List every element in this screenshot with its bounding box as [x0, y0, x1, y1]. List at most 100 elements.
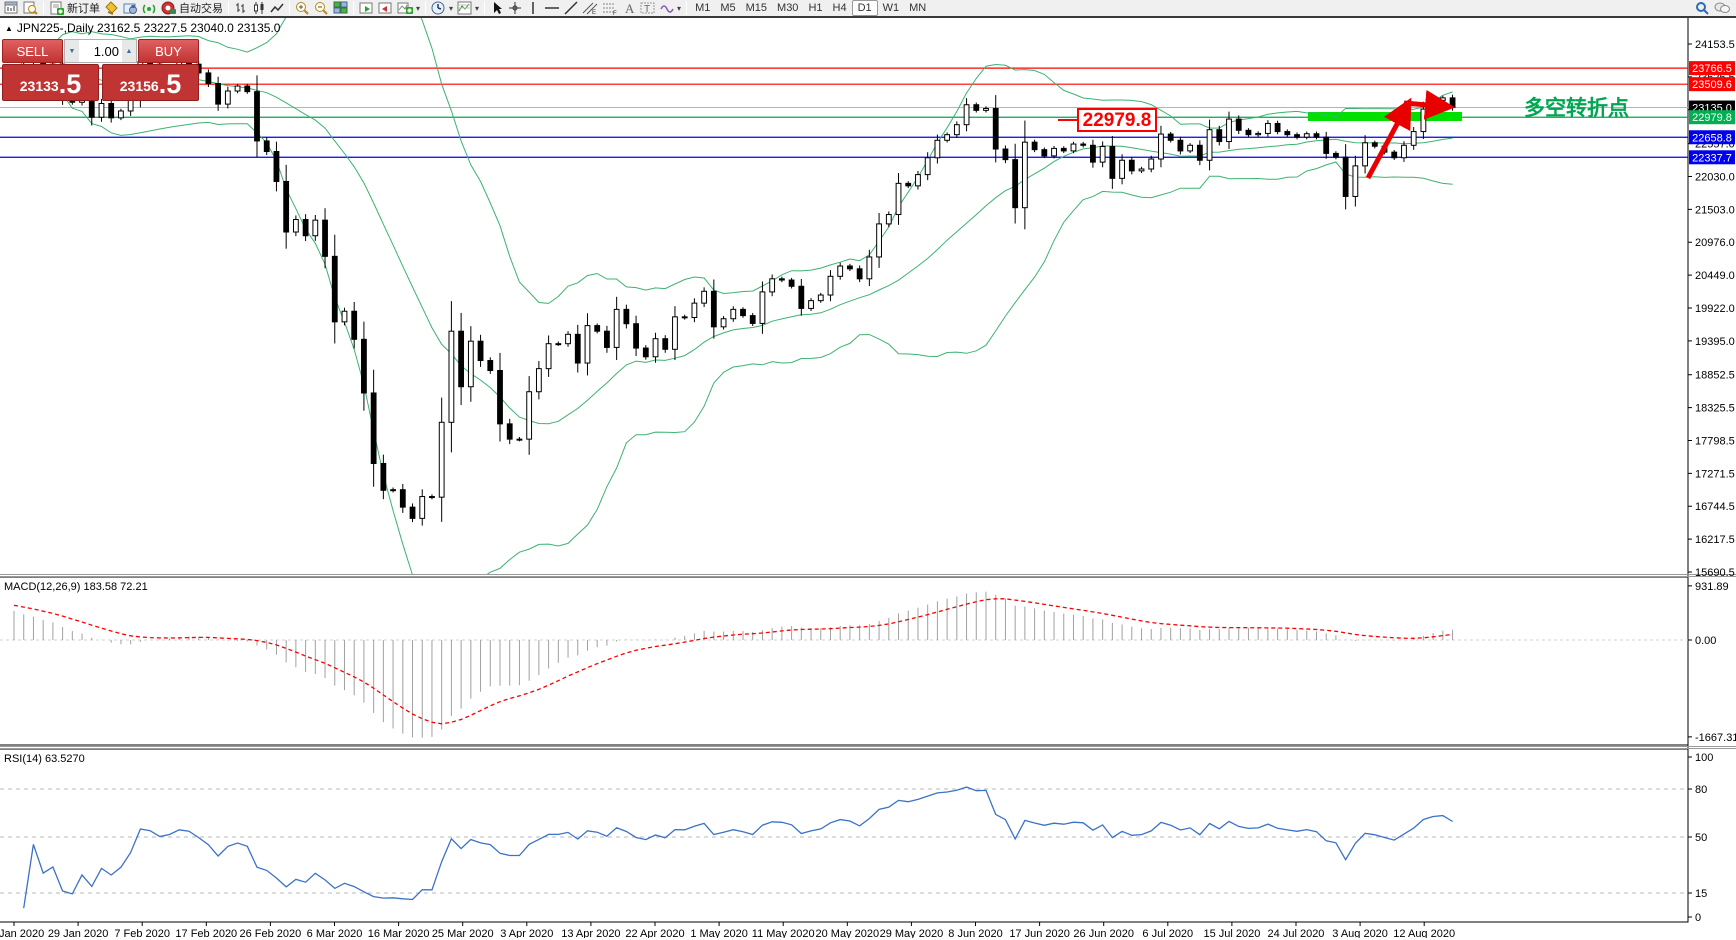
shapes-icon[interactable]: ▾ [657, 0, 683, 16]
search-icon[interactable] [1693, 0, 1712, 16]
sell-price-main: 23133 [19, 78, 59, 94]
zoom-out-icon[interactable] [312, 0, 331, 16]
svg-text:17271.5: 17271.5 [1695, 468, 1735, 480]
text-icon[interactable]: A [620, 0, 638, 16]
macd-signal-line [13, 598, 1453, 725]
buy-price-frac: .5 [158, 69, 182, 99]
svg-text:-1667.31: -1667.31 [1695, 732, 1736, 744]
timeframe-m15[interactable]: M15 [745, 2, 768, 14]
rsi-label: RSI(14) 63.5270 [4, 753, 85, 765]
line-chart-icon[interactable] [268, 0, 286, 16]
indicators-icon[interactable]: ▾ [395, 0, 422, 16]
svg-text:16217.5: 16217.5 [1695, 534, 1735, 546]
resistance-price-tag: 23509.6 [1689, 77, 1735, 92]
tile-windows-icon[interactable] [331, 0, 350, 16]
date-tick-label: 6 Jul 2020 [1142, 928, 1193, 938]
timeframe-m1[interactable]: M1 [695, 2, 711, 14]
bollinger-bands [13, 18, 1453, 574]
zoom-in-icon[interactable] [293, 0, 312, 16]
svg-text:22337.7: 22337.7 [1692, 152, 1732, 164]
autotrading-button[interactable]: 自动交易 [159, 0, 225, 16]
timeframe-h4[interactable]: H4 [832, 2, 847, 14]
toolbar-separator [353, 1, 354, 15]
styler-icon[interactable] [102, 0, 121, 16]
chart-shift-icon[interactable] [376, 0, 395, 16]
date-tick-label: 26 Feb 2020 [240, 928, 302, 938]
macd-pane: MACD(12,26,9) 183.58 72.21 931.89 0.00 -166… [0, 581, 1736, 744]
bar-chart-icon[interactable] [232, 0, 250, 16]
timeframe-d1[interactable]: D1 [851, 0, 878, 16]
timeframe-mn[interactable]: MN [909, 2, 927, 14]
svg-text:21503.0: 21503.0 [1695, 204, 1735, 216]
volume-decrease-button[interactable]: ▼ [65, 40, 79, 62]
periods-icon[interactable]: ▾ [429, 0, 455, 16]
chart-symbol-ohlc: JPN225-,Daily 23162.5 23227.5 23040.0 23… [16, 21, 281, 35]
svg-text:22658.8: 22658.8 [1692, 132, 1732, 144]
date-tick-label: 13 Apr 2020 [561, 928, 620, 938]
sell-button[interactable]: SELL [2, 39, 63, 63]
pane-frames [0, 18, 1736, 923]
volume-increase-button[interactable]: ▲ [122, 40, 136, 62]
vertical-line-icon[interactable] [524, 0, 542, 16]
chart-area[interactable]: ▲ JPN225-,Daily 23162.5 23227.5 23040.0 … [0, 18, 1736, 938]
market-watch-icon[interactable] [21, 0, 40, 16]
timeframe-m30[interactable]: M30 [777, 2, 799, 14]
one-click-trade-panel: SELL ▼ ▲ BUY 23133.5 23156.5 [2, 39, 199, 101]
horizontal-line-icon[interactable] [542, 0, 562, 16]
svg-text:23766.5: 23766.5 [1692, 63, 1732, 75]
date-tick-label: 29 Jan 2020 [48, 928, 109, 938]
date-tick-label: 1 May 2020 [690, 928, 747, 938]
chart-expand-icon[interactable]: ▲ [5, 23, 13, 33]
date-tick-label: 7 Feb 2020 [114, 928, 170, 938]
svg-text:16744.5: 16744.5 [1695, 501, 1735, 513]
toolbar-separator [43, 1, 44, 15]
date-tick-label: 24 Jul 2020 [1268, 928, 1325, 938]
svg-text:0: 0 [1695, 912, 1701, 924]
profiles-icon[interactable] [121, 0, 140, 16]
svg-text:E: E [592, 10, 596, 15]
svg-text:17798.5: 17798.5 [1695, 435, 1735, 447]
trend-arrows[interactable] [1365, 89, 1455, 180]
pivot-highlight-band[interactable] [1308, 112, 1462, 121]
svg-text:15690.5: 15690.5 [1695, 567, 1735, 579]
trendline-icon[interactable] [562, 0, 580, 16]
candlestick-icon[interactable] [250, 0, 268, 16]
bollinger-mid [13, 48, 1453, 425]
pivot-annotation-text: 多空转折点 [1524, 96, 1629, 120]
new-order-button[interactable]: 新订单 [47, 0, 102, 16]
crosshair-icon[interactable] [506, 0, 524, 16]
toolbar-separator [686, 1, 688, 15]
templates-icon[interactable]: ▾ [455, 0, 481, 16]
chat-icon[interactable] [1712, 0, 1732, 16]
svg-text:24153.5: 24153.5 [1695, 39, 1735, 51]
charts-window-icon[interactable] [2, 0, 21, 16]
bollinger-up [13, 18, 1453, 304]
pivot-price-tag: 22979.8 [1689, 110, 1735, 125]
auto-scroll-icon[interactable] [357, 0, 376, 16]
price-chart[interactable]: 22979.8 多空转折点 24153.523626.523099.522557.0… [0, 18, 1736, 938]
price-axis[interactable]: 24153.523626.523099.522557.022030.021503… [1688, 39, 1735, 579]
timeframe-m5[interactable]: M5 [720, 2, 736, 14]
callout-price-text: 22979.8 [1083, 110, 1152, 131]
buy-price-main: 23156 [119, 78, 159, 94]
date-axis[interactable]: 20 Jan 2020 29 Jan 2020 7 Feb 2020 17 Feb 2… [0, 922, 1455, 938]
channel-icon[interactable]: E [580, 0, 600, 16]
date-tick-label: 17 Feb 2020 [175, 928, 237, 938]
buy-price-box[interactable]: 23156.5 [102, 64, 199, 101]
cursor-icon[interactable] [488, 0, 506, 16]
sell-price-box[interactable]: 23133.5 [2, 64, 99, 101]
timeframe-h1[interactable]: H1 [808, 2, 823, 14]
date-tick-label: 3 Apr 2020 [500, 928, 553, 938]
buy-button[interactable]: BUY [138, 39, 199, 63]
date-tick-label: 15 Jul 2020 [1203, 928, 1260, 938]
timeframe-bar: M1 M5 M15 M30 H1 H4 D1 W1 MN [690, 0, 931, 16]
volume-input[interactable] [79, 40, 122, 62]
fibonacci-icon[interactable]: F [600, 0, 620, 16]
toolbar-separator [425, 1, 427, 15]
timeframe-w1[interactable]: W1 [882, 2, 900, 14]
svg-text:22979.8: 22979.8 [1692, 112, 1732, 124]
label-icon[interactable]: T [638, 0, 657, 16]
signals-icon[interactable] [140, 0, 159, 16]
price-callout[interactable]: 22979.8 [1058, 108, 1157, 132]
main-pane[interactable]: 22979.8 多空转折点 [0, 18, 1688, 607]
